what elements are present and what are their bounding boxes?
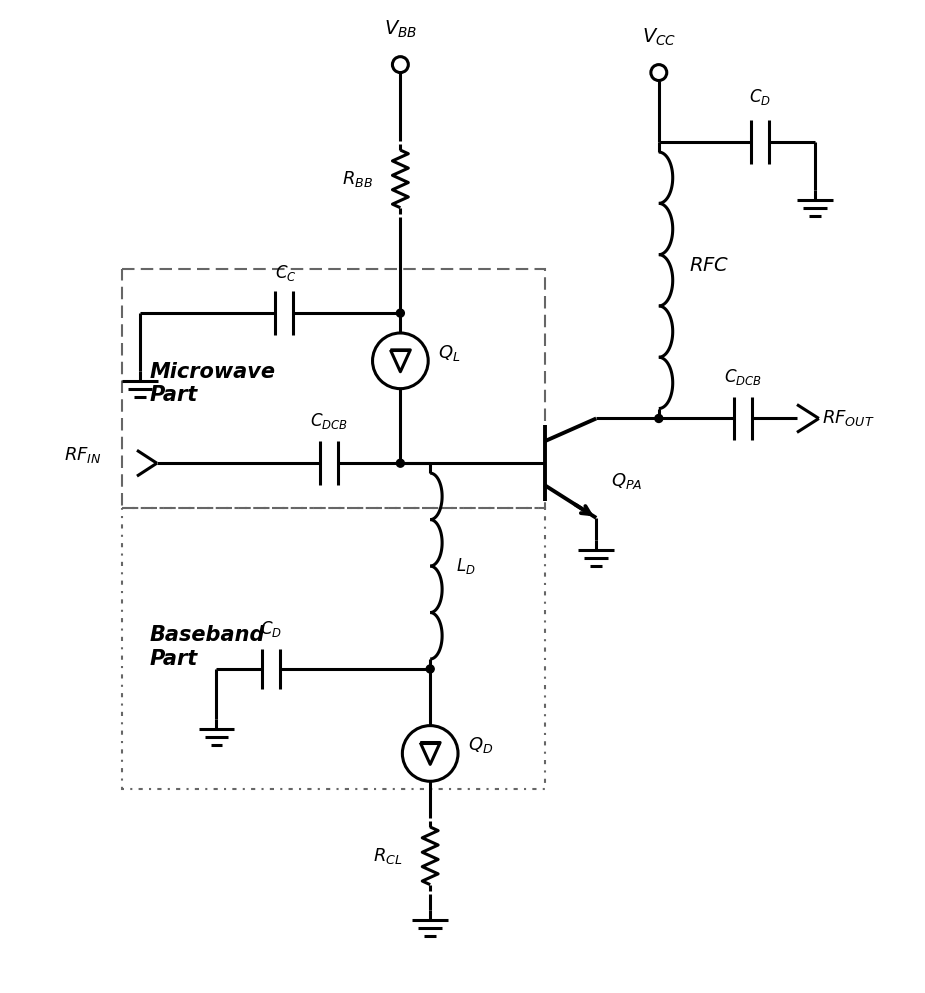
Text: $C_C$: $C_C$	[276, 263, 297, 283]
Text: Microwave
Part: Microwave Part	[150, 362, 276, 405]
Text: $L_D$: $L_D$	[456, 556, 475, 576]
Text: $Q_L$: $Q_L$	[438, 343, 461, 362]
Text: $C_{DCB}$: $C_{DCB}$	[310, 411, 348, 431]
Text: $R_{CL}$: $R_{CL}$	[373, 846, 402, 866]
Circle shape	[426, 665, 434, 673]
Text: $V_{BB}$: $V_{BB}$	[384, 19, 417, 40]
Text: $Q_D$: $Q_D$	[468, 736, 493, 756]
Text: $C_{DCB}$: $C_{DCB}$	[724, 366, 762, 386]
Text: $C_D$: $C_D$	[749, 87, 771, 107]
Text: Baseband
Part: Baseband Part	[150, 626, 265, 668]
Text: $R_{BB}$: $R_{BB}$	[341, 169, 373, 189]
Text: $V_{CC}$: $V_{CC}$	[642, 27, 676, 48]
Circle shape	[397, 309, 404, 317]
Circle shape	[655, 414, 663, 422]
Bar	[122, 508, 545, 789]
Text: $RFC$: $RFC$	[688, 256, 729, 275]
Text: $C_D$: $C_D$	[260, 620, 282, 639]
Text: $RF_{IN}$: $RF_{IN}$	[65, 445, 102, 466]
Text: $Q_{PA}$: $Q_{PA}$	[611, 471, 643, 492]
Bar	[122, 269, 545, 508]
Text: $RF_{OUT}$: $RF_{OUT}$	[821, 408, 874, 428]
Circle shape	[397, 459, 404, 467]
